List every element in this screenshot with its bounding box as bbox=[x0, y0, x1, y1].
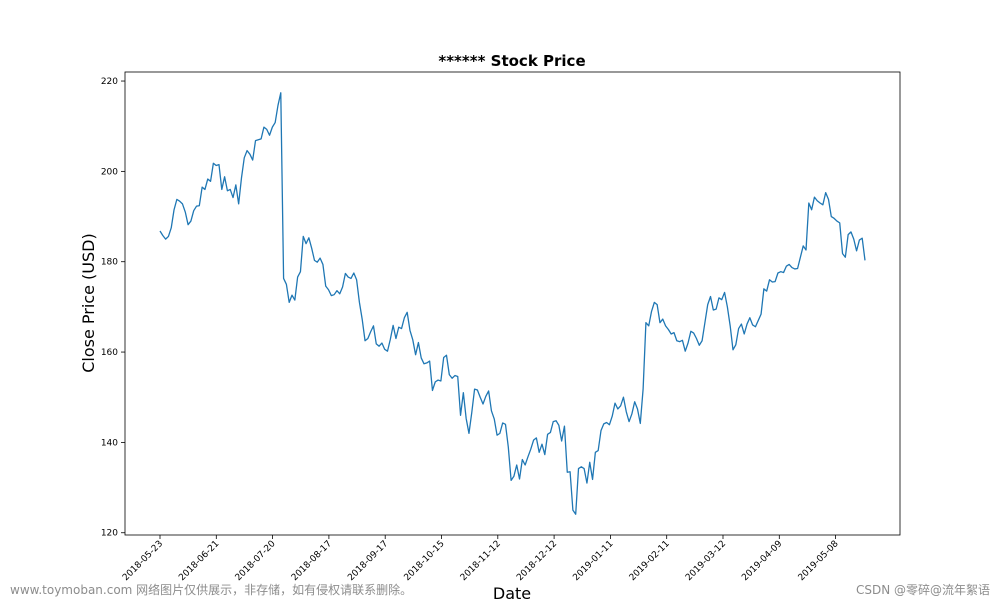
x-tick-label: 2019-03-12 bbox=[684, 539, 728, 583]
y-tick-label: 140 bbox=[101, 438, 118, 448]
watermark-left: www.toymoban.com 网络图片仅供展示，非存储，如有侵权请联系删除。 bbox=[10, 583, 413, 597]
x-tick-label: 2019-01-11 bbox=[571, 539, 615, 583]
x-tick-label: 2018-12-12 bbox=[515, 539, 559, 583]
x-tick-label: 2018-10-15 bbox=[403, 539, 447, 583]
y-tick-label: 160 bbox=[101, 348, 118, 358]
x-axis-label: Date bbox=[493, 584, 531, 600]
y-tick-label: 120 bbox=[101, 529, 118, 539]
x-tick-label: 2018-06-21 bbox=[177, 539, 221, 583]
y-axis-label: Close Price (USD) bbox=[79, 233, 98, 372]
y-tick-label: 180 bbox=[101, 258, 118, 268]
chart-title: ****** Stock Price bbox=[438, 52, 585, 70]
y-axis-ticks: 120 140 160 180 200 220 bbox=[101, 77, 125, 539]
plot-area bbox=[124, 71, 901, 536]
x-tick-label: 2018-05-23 bbox=[121, 539, 165, 583]
x-tick-label: 2019-05-08 bbox=[797, 539, 841, 583]
series-line bbox=[159, 92, 866, 515]
y-tick-label: 220 bbox=[101, 77, 118, 87]
x-tick-label: 2018-11-12 bbox=[459, 539, 503, 583]
watermark-right: CSDN @零碎@流年絮语 bbox=[855, 583, 990, 597]
x-axis-ticks: 2018-05-23 2018-06-21 2018-07-20 2018-08-17… bbox=[121, 535, 841, 583]
x-tick-label: 2018-09-17 bbox=[346, 539, 390, 583]
y-tick-label: 200 bbox=[101, 167, 118, 177]
x-tick-label: 2018-08-17 bbox=[290, 539, 334, 583]
x-tick-label: 2018-07-20 bbox=[234, 539, 278, 583]
x-tick-label: 2019-04-09 bbox=[740, 539, 784, 583]
x-tick-label: 2019-02-11 bbox=[628, 539, 672, 583]
